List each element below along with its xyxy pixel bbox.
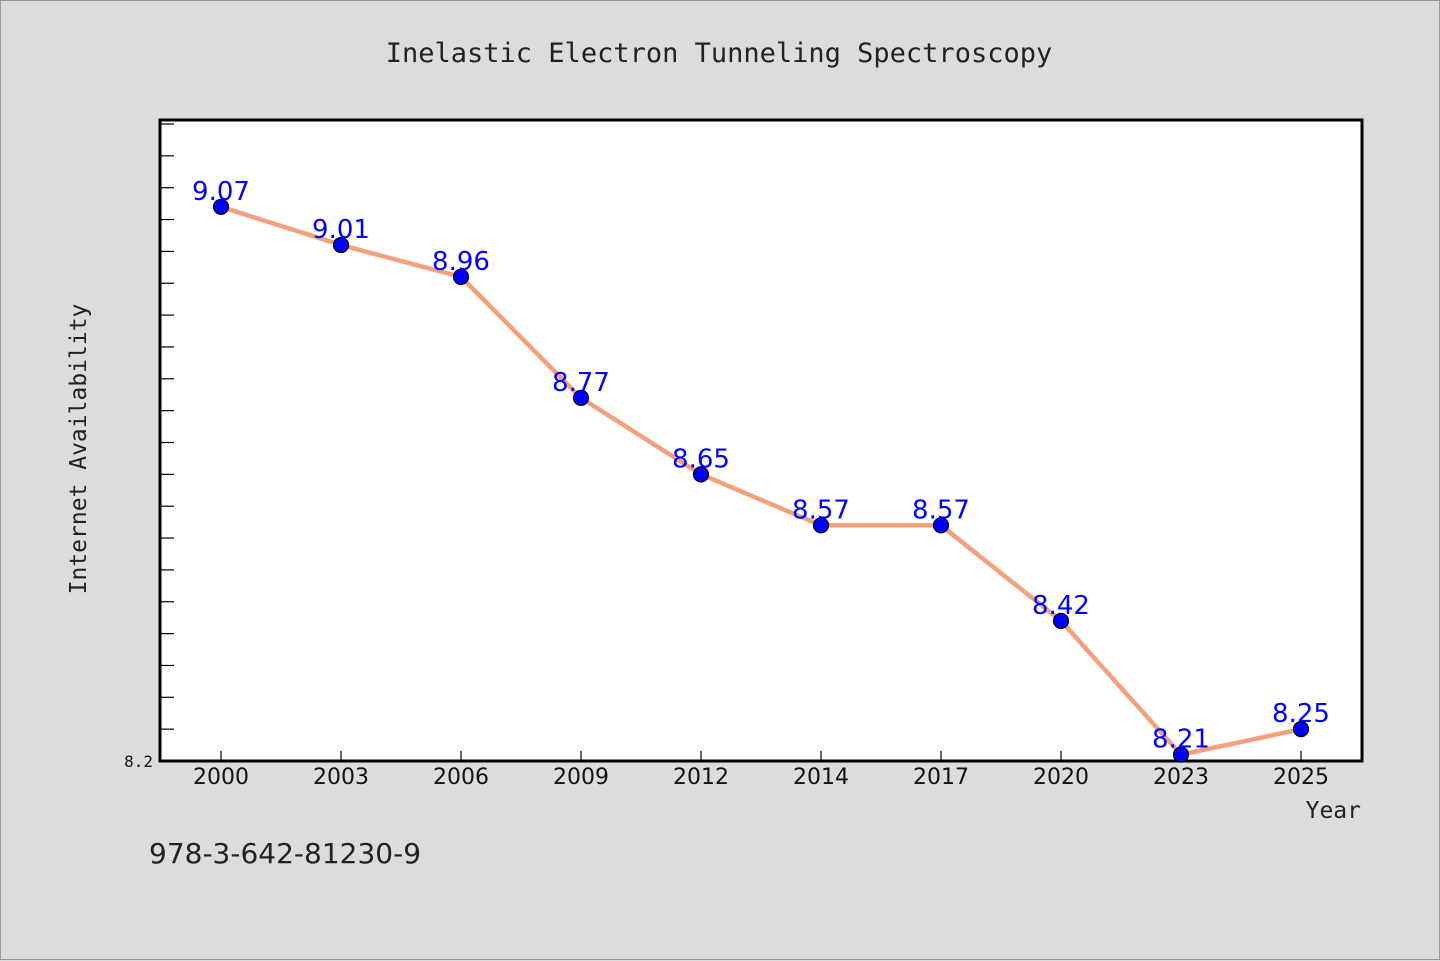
x-tick-label: 2023 <box>1153 765 1209 790</box>
x-tick-label: 2009 <box>553 765 609 790</box>
data-point <box>812 517 830 534</box>
x-tick-label: 2006 <box>433 765 489 790</box>
series-layer: 9.07 9.01 8.96 8.77 8.65 8.57 8.57 8.42 8.21 8.25 <box>192 177 1330 763</box>
data-point <box>212 198 230 215</box>
x-tick-label: 2025 <box>1273 765 1329 790</box>
x-tick-label: 2017 <box>913 765 969 790</box>
x-tick-label: 2000 <box>193 765 249 790</box>
data-label: 8.25 <box>1272 699 1330 729</box>
data-label: 8.96 <box>432 247 490 277</box>
x-tick-label: 2003 <box>313 765 369 790</box>
x-tick-label: 2012 <box>673 765 729 790</box>
data-point <box>692 466 710 483</box>
y-axis-label: Internet Availability <box>66 304 92 595</box>
plot-area <box>158 118 1364 763</box>
data-label: 8.57 <box>912 495 970 525</box>
data-point <box>452 268 470 285</box>
x-tick-label: 2014 <box>793 765 849 790</box>
data-label: 8.42 <box>1032 591 1090 621</box>
x-axis-ticks: 2000 2003 2006 2009 2012 2014 2017 2020 2023 2025 <box>193 751 1329 790</box>
x-axis-label: Year <box>1306 798 1361 824</box>
y-axis-ticks <box>160 123 174 730</box>
data-point <box>932 517 950 534</box>
data-point <box>1052 612 1070 629</box>
data-label: 8.57 <box>792 495 850 525</box>
data-point <box>572 389 590 407</box>
data-label: 9.07 <box>192 177 250 207</box>
data-point <box>1172 746 1190 763</box>
footer-code: 978-3-642-81230-9 <box>149 837 421 870</box>
x-tick-label: 2020 <box>1033 765 1089 790</box>
chart-title: Inelastic Electron Tunneling Spectroscop… <box>386 38 1052 69</box>
data-label: 8.21 <box>1152 725 1210 755</box>
series-line <box>220 204 1302 757</box>
data-point <box>332 236 350 254</box>
y-tick-label-min: 8.2 <box>124 752 153 771</box>
data-label: 8.77 <box>552 368 610 398</box>
data-point <box>1292 721 1310 738</box>
data-label: 9.01 <box>312 215 370 245</box>
data-label: 8.65 <box>672 444 730 474</box>
